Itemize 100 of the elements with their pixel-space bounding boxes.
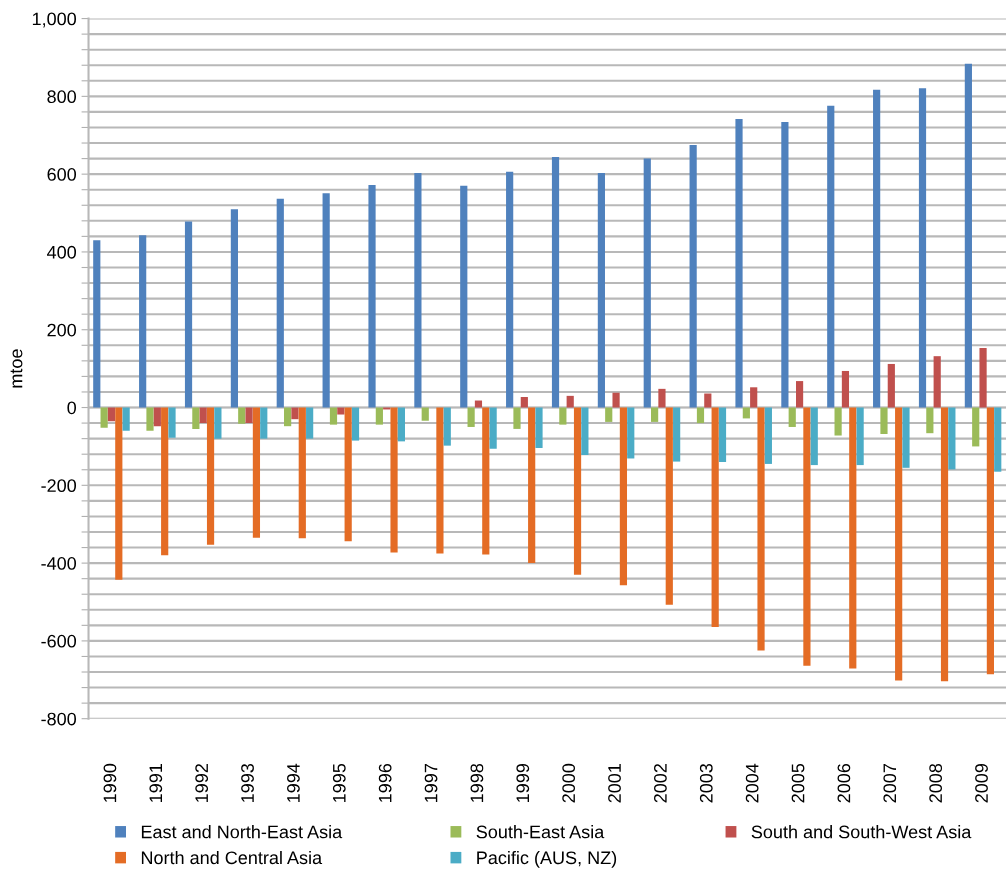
x-tick-label: 2008 — [929, 763, 943, 803]
x-tick-label: 2009 — [975, 763, 988, 803]
bar — [414, 172, 422, 408]
bar — [781, 122, 789, 408]
bar — [757, 407, 765, 651]
x-tick-label: 2001 — [608, 764, 621, 803]
x-tick-label: 1997 — [424, 764, 438, 802]
y-tick-label: 0 — [67, 401, 77, 415]
bar — [489, 407, 497, 449]
bar — [238, 407, 246, 424]
y-tick-label: 1,000 — [32, 12, 77, 28]
bar — [284, 407, 292, 427]
bar — [887, 363, 895, 408]
x-tick-label: 1993 — [241, 763, 254, 802]
bar — [972, 407, 980, 447]
bar — [298, 407, 306, 539]
bar — [902, 407, 910, 468]
bar — [834, 407, 842, 436]
bar — [827, 105, 835, 408]
bar — [597, 172, 605, 408]
x-tick-label: 2004 — [745, 763, 759, 803]
bar — [742, 407, 750, 419]
bar — [192, 407, 200, 429]
bar — [873, 89, 881, 408]
bar — [986, 407, 994, 675]
legend-label: Pacific (AUS, NZ) — [477, 850, 617, 868]
bar — [291, 407, 299, 420]
bar — [566, 395, 574, 408]
bar — [535, 407, 543, 448]
bar — [93, 240, 101, 408]
x-tick-label: 2003 — [699, 763, 713, 803]
bar — [506, 171, 514, 408]
y-tick-label: -400 — [41, 557, 77, 570]
bar — [482, 407, 490, 555]
bar — [322, 193, 330, 408]
x-tick-label: 1999 — [516, 763, 530, 802]
bar — [306, 407, 314, 439]
bar — [795, 381, 804, 408]
bar — [375, 407, 383, 425]
bar — [329, 407, 338, 425]
legend-label: East and North-East Asia — [141, 825, 343, 839]
bar — [994, 407, 1002, 472]
y-tick-label: 200 — [47, 323, 77, 337]
bar — [206, 407, 215, 545]
bar — [344, 407, 352, 542]
bar — [696, 407, 705, 424]
bar — [184, 221, 193, 408]
bar — [528, 407, 536, 564]
bar — [252, 407, 261, 538]
bar — [397, 407, 405, 442]
bar — [421, 407, 429, 421]
bar — [658, 388, 666, 408]
bar — [436, 407, 444, 554]
bar — [513, 407, 521, 429]
bar — [803, 407, 811, 666]
x-tick-label: 1998 — [470, 763, 484, 802]
bar — [895, 407, 903, 681]
bar — [581, 407, 589, 455]
bar — [443, 407, 451, 446]
y-tick-label: 400 — [47, 245, 77, 259]
bar — [573, 407, 582, 575]
bar — [856, 407, 864, 466]
bar — [673, 407, 681, 462]
bar — [612, 392, 620, 408]
x-tick-label: 1994 — [287, 763, 300, 802]
legend-label: North and Central Asia — [141, 850, 323, 865]
y-tick-label: -800 — [41, 712, 77, 726]
bar — [711, 407, 719, 627]
x-tick-label: 1995 — [332, 763, 346, 802]
bar — [948, 407, 956, 470]
bar — [474, 400, 483, 408]
bar — [139, 235, 147, 408]
bar — [764, 407, 772, 464]
bar — [735, 118, 743, 408]
bar — [810, 407, 818, 466]
x-tick-label: 1996 — [378, 763, 392, 802]
x-tick-label: 2007 — [883, 764, 897, 803]
y-tick-label: 600 — [47, 168, 77, 181]
x-tick-label: 2002 — [654, 764, 667, 803]
x-tick-label: 1992 — [195, 764, 209, 802]
x-tick-label: 2000 — [562, 763, 576, 803]
bar — [964, 63, 972, 408]
bar — [337, 407, 345, 415]
bar — [605, 407, 613, 422]
bar — [168, 407, 176, 438]
bar — [351, 407, 360, 441]
bar — [718, 407, 727, 462]
bar — [276, 198, 284, 408]
bar — [750, 387, 758, 408]
x-tick-label: 2005 — [791, 763, 805, 803]
bar — [926, 407, 934, 434]
bar — [107, 407, 116, 422]
bar — [199, 407, 207, 424]
bar — [368, 185, 376, 408]
x-tick-label: 2006 — [837, 763, 851, 803]
x-tick-label: 1991 — [149, 764, 163, 802]
bar — [559, 407, 567, 425]
legend-label: South-East Asia — [476, 825, 605, 839]
legend-label: South and South-West Asia — [751, 825, 972, 839]
y-axis-title: mtoe — [10, 349, 23, 388]
